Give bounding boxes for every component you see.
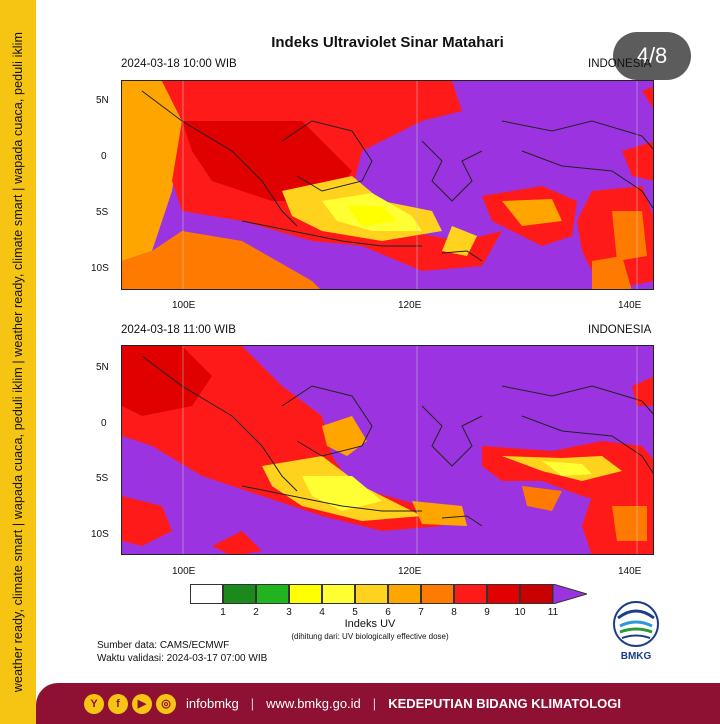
map2-lon-tick-100e: 100E (172, 566, 196, 577)
website-link[interactable]: www.bmkg.go.id (266, 696, 361, 711)
validity-time: Waktu validasi: 2024-03-17 07:00 WIB (97, 653, 268, 664)
map1-region: INDONESIA (588, 58, 652, 70)
colorbar-cell (454, 584, 487, 604)
colorbar-subtitle: (dihitung dari: UV biologically effectiv… (291, 632, 449, 641)
colorbar-cell (421, 584, 454, 604)
instagram-icon[interactable]: ◎ (156, 693, 176, 714)
colorbar-label: 3 (286, 607, 292, 618)
colorbar-cell (487, 584, 520, 604)
footer-bar: Y f ▶ ◎ infobmkg | www.bmkg.go.id | KEDE… (36, 683, 720, 724)
map1-lon-tick-100e: 100E (172, 300, 196, 311)
separator: | (372, 696, 377, 711)
map1-lon-tick-140e: 140E (618, 300, 642, 311)
colorbar-arrow (553, 584, 587, 604)
bmkg-logo-text: BMKG (620, 651, 652, 662)
colorbar-label: 6 (385, 607, 391, 618)
colorbar-cell (289, 584, 322, 604)
division-name: KEDEPUTIAN BIDANG KLIMATOLOGI (388, 696, 621, 711)
facebook-icon[interactable]: f (108, 693, 128, 714)
colorbar-cell (322, 584, 355, 604)
colorbar-label: 1 (220, 607, 226, 618)
side-tagline: weather ready, climate smart | wapada cu… (11, 31, 25, 693)
map1-datetime: 2024-03-18 10:00 WIB (121, 58, 237, 70)
colorbar-cell (190, 584, 223, 604)
uv-map-1100 (121, 345, 654, 555)
map2-lat-tick-10s: 10S (91, 529, 109, 540)
map1-lat-tick-10s: 10S (91, 263, 109, 274)
twitter-icon[interactable]: Y (84, 693, 104, 714)
social-handle[interactable]: infobmkg (186, 696, 239, 711)
colorbar-label: 10 (514, 607, 526, 618)
map2-lat-tick-5s: 5S (96, 473, 109, 484)
uv-map-1000-graphic (122, 81, 653, 289)
map1-lat-tick-5n: 5N (96, 95, 109, 106)
colorbar-cell (520, 584, 553, 604)
map2-datetime: 2024-03-18 11:00 WIB (121, 324, 236, 336)
colorbar-cell (256, 584, 289, 604)
youtube-icon[interactable]: ▶ (132, 693, 152, 714)
slide-counter[interactable]: 4/8 (613, 32, 691, 80)
bmkg-logo-icon (613, 601, 659, 647)
side-banner: weather ready, climate smart | wapada cu… (0, 0, 36, 724)
map1-lat-tick-5s: 5S (96, 207, 109, 218)
colorbar-title: Indeks UV (344, 618, 396, 630)
colorbar-cell (388, 584, 421, 604)
map2-lat-tick-0: 0 (101, 418, 107, 429)
uv-map-1100-graphic (122, 346, 653, 554)
map2-lon-tick-120e: 120E (398, 566, 422, 577)
colorbar-label: 4 (319, 607, 325, 618)
colorbar-cell (223, 584, 256, 604)
map1-lon-tick-120e: 120E (398, 300, 422, 311)
data-source: Sumber data: CAMS/ECMWF (97, 640, 230, 651)
colorbar-label: 2 (253, 607, 259, 618)
map2-region: INDONESIA (588, 324, 652, 336)
colorbar-label: 11 (547, 607, 559, 618)
page-title: Indeks Ultraviolet Sinar Matahari (271, 34, 504, 51)
colorbar-label: 9 (484, 607, 490, 618)
colorbar-label: 7 (418, 607, 424, 618)
colorbar-label: 8 (451, 607, 457, 618)
colorbar-label: 5 (352, 607, 358, 618)
uv-map-1000 (121, 80, 654, 290)
separator: | (250, 696, 255, 711)
map1-lat-tick-0: 0 (101, 151, 107, 162)
map2-lat-tick-5n: 5N (96, 362, 109, 373)
colorbar-cell (355, 584, 388, 604)
map2-lon-tick-140e: 140E (618, 566, 642, 577)
